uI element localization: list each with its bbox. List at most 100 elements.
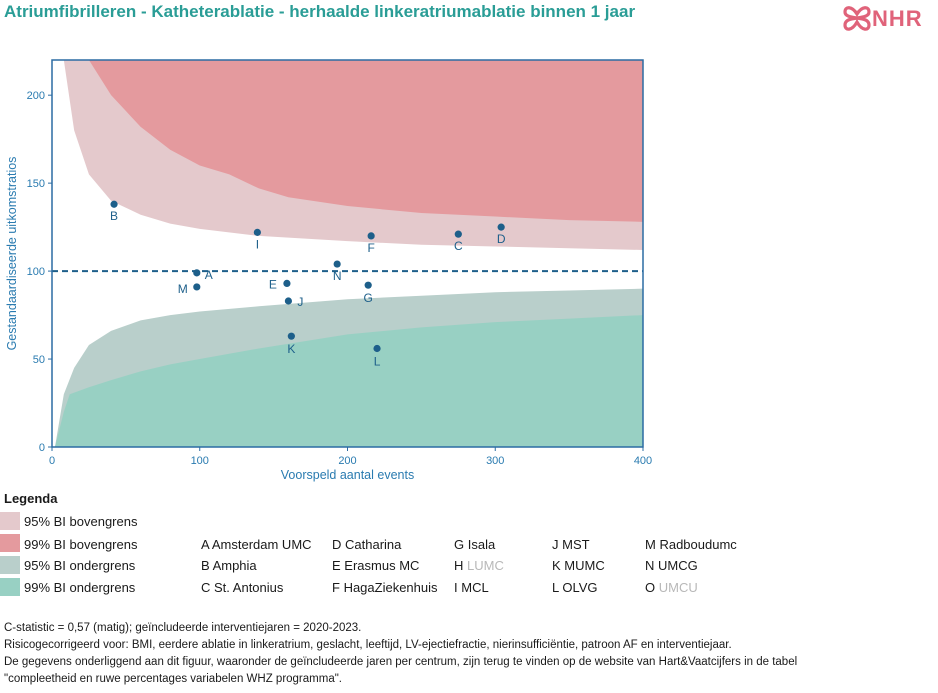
center-code: A xyxy=(201,537,212,552)
center-o: O UMCU xyxy=(645,580,698,595)
center-l: L OLVG xyxy=(552,580,598,595)
legend-label-lower99: 99% BI ondergrens xyxy=(24,580,136,595)
footnote-table: "compleetheid en ruwe percentages variab… xyxy=(4,673,342,685)
center-code: N xyxy=(645,558,658,573)
center-name: UMCU xyxy=(658,580,698,595)
data-point-i xyxy=(253,228,261,236)
data-point-a xyxy=(193,269,201,277)
nhr-logo: NHR xyxy=(842,0,938,40)
x-tick-label: 400 xyxy=(634,455,652,467)
center-b: B Amphia xyxy=(201,558,257,573)
center-e: E Erasmus MC xyxy=(332,558,419,573)
point-label-n: N xyxy=(333,269,342,283)
point-label-a: A xyxy=(205,268,213,282)
point-label-b: B xyxy=(110,209,118,223)
center-code: O xyxy=(645,580,659,595)
y-axis: 0 50 100 150 200 xyxy=(27,90,52,454)
data-points: B I F C D A M N E G J K L xyxy=(110,200,506,368)
center-g: G Isala xyxy=(454,537,495,552)
center-code: D xyxy=(332,537,345,552)
legend-swatch-lower99 xyxy=(0,578,20,596)
center-name: Isala xyxy=(467,537,496,552)
center-name: UMCG xyxy=(658,558,698,573)
legend-swatch-upper99 xyxy=(0,534,20,552)
center-code: E xyxy=(332,558,345,573)
center-f: F HagaZiekenhuis xyxy=(332,580,438,595)
point-label-j: J xyxy=(297,295,303,309)
data-point-g xyxy=(364,281,372,289)
center-name: Radboudumc xyxy=(659,537,737,552)
center-code: M xyxy=(645,537,660,552)
y-tick-label: 150 xyxy=(27,178,45,190)
point-label-l: L xyxy=(374,354,381,368)
data-point-e xyxy=(283,279,291,288)
center-a: A Amsterdam UMC xyxy=(201,537,312,552)
center-name: MUMC xyxy=(564,558,605,573)
center-name: Amsterdam UMC xyxy=(211,537,312,552)
legend-label-lower95: 95% BI ondergrens xyxy=(24,558,136,573)
data-point-b xyxy=(110,200,118,208)
point-label-m: M xyxy=(178,282,188,296)
x-tick-label: 200 xyxy=(338,455,356,467)
legend-label-upper95: 95% BI bovengrens xyxy=(24,514,138,529)
center-code: G xyxy=(454,537,468,552)
point-label-k: K xyxy=(287,342,295,356)
x-axis-label: Voorspeld aantal events xyxy=(281,468,414,482)
page-title: Atriumfibrilleren - Katheterablatie - he… xyxy=(4,2,636,21)
y-tick-label: 0 xyxy=(39,442,45,454)
x-tick-label: 100 xyxy=(191,455,209,467)
y-tick-label: 50 xyxy=(33,354,45,366)
footnote-risk-adjustment: Risicogecorrigeerd voor: BMI, eerdere ab… xyxy=(4,639,732,651)
center-code: K xyxy=(552,558,565,573)
center-name: OLVG xyxy=(562,580,598,595)
center-name: Amphia xyxy=(212,558,257,573)
point-label-f: F xyxy=(367,241,374,255)
data-point-c xyxy=(454,230,462,238)
legend-swatch-lower95 xyxy=(0,556,20,574)
x-axis: 0 100 200 300 400 xyxy=(49,447,652,467)
center-code: I xyxy=(454,580,462,595)
center-code: L xyxy=(552,580,563,595)
center-d: D Catharina xyxy=(332,537,401,552)
legend-title: Legenda xyxy=(4,491,58,506)
point-label-g: G xyxy=(364,291,373,305)
data-point-d xyxy=(497,223,505,231)
point-label-c: C xyxy=(454,239,463,253)
legend-label-upper99: 99% BI bovengrens xyxy=(24,537,138,552)
center-j: J MST xyxy=(552,537,590,552)
center-name: MCL xyxy=(461,580,489,595)
center-name: Catharina xyxy=(345,537,402,552)
confidence-bands xyxy=(54,60,643,447)
heart-cross-logo-icon xyxy=(843,6,871,31)
point-label-e: E xyxy=(269,277,277,291)
legend-swatch-upper95 xyxy=(0,512,20,530)
center-k: K MUMC xyxy=(552,558,605,573)
data-point-f xyxy=(367,232,375,240)
x-tick-label: 300 xyxy=(486,455,504,467)
x-tick-label: 0 xyxy=(49,455,55,467)
center-name: St. Antonius xyxy=(214,580,284,595)
band-lower99 xyxy=(54,315,643,447)
center-code: F xyxy=(332,580,344,595)
data-point-j xyxy=(284,297,292,305)
funnel-chart: 0 50 100 150 200 0 100 200 300 400 B I F C D A M N E G J K L… xyxy=(5,59,652,482)
footnote-cstatistic: C-statistic = 0,57 (matig); geïncludeerd… xyxy=(4,622,362,634)
logo-text: NHR xyxy=(872,6,923,31)
y-tick-label: 200 xyxy=(27,90,45,102)
data-point-m xyxy=(193,283,201,291)
center-name: HagaZiekenhuis xyxy=(343,580,438,595)
center-name: Erasmus MC xyxy=(344,558,420,573)
band-upper99 xyxy=(88,60,643,222)
center-name: MST xyxy=(562,537,590,552)
center-code: J xyxy=(552,537,563,552)
y-axis-label: Gestandaardiseerde uitkomstratios xyxy=(5,157,19,351)
center-code: C xyxy=(201,580,214,595)
data-point-k xyxy=(287,332,295,340)
point-label-d: D xyxy=(497,232,506,246)
footnotes: C-statistic = 0,57 (matig); geïncludeerd… xyxy=(4,620,938,688)
data-point-l xyxy=(373,344,381,353)
center-code: B xyxy=(201,558,213,573)
center-c: C St. Antonius xyxy=(201,580,283,595)
y-tick-label: 100 xyxy=(27,266,45,278)
footnote-source: De gegevens onderliggend aan dit figuur,… xyxy=(4,656,798,668)
